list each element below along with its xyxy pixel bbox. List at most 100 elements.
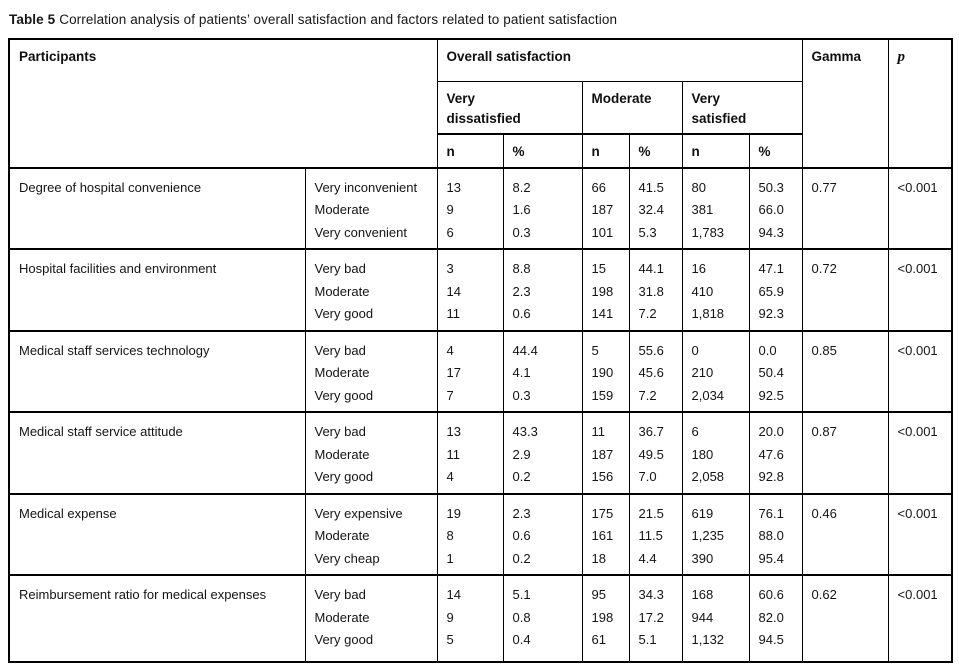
p-cell: <0.001: [887, 493, 953, 576]
table-caption: Table 5 Correlation analysis of patients’…: [9, 11, 951, 29]
value: 0: [691, 342, 699, 358]
value-cell: 55.6 45.6 7.2: [628, 330, 683, 413]
header-group-very-satisfied: Very satisfied: [681, 80, 803, 135]
factor-cell: Medical expense: [8, 493, 306, 576]
value: 0.0: [758, 342, 777, 358]
value: 2,034: [691, 387, 725, 403]
table-row: Hospital facilities and environment Very …: [8, 248, 953, 332]
value: 198: [591, 283, 614, 299]
value: 11.5: [638, 528, 663, 543]
p-cell: <0.001: [887, 330, 953, 413]
value: 187: [591, 202, 614, 217]
gamma-value: 0.62: [811, 587, 837, 602]
level-label: Moderate: [314, 283, 370, 299]
level-label: Very bad: [314, 261, 366, 276]
factor-label: Medical staff service attitude: [19, 424, 183, 439]
factor-label: Degree of hospital convenience: [19, 179, 202, 195]
value: 65.9: [758, 283, 784, 299]
value: 80: [691, 179, 706, 195]
gamma-cell: 0.72: [801, 248, 889, 332]
value: 66: [591, 179, 606, 195]
level-label: Very expensive: [314, 505, 403, 521]
value-cell: 44.1 31.8 7.2: [628, 248, 683, 332]
value: 50.3: [758, 179, 784, 195]
factor-cell: Medical staff service attitude: [8, 411, 306, 495]
value: 82.0: [758, 609, 784, 625]
level-cell: Very bad Moderate Very good: [304, 330, 438, 413]
level-cell: Very bad Moderate Very good: [304, 574, 438, 663]
value: 17: [446, 365, 461, 380]
value-cell: 175 161 18: [581, 493, 630, 576]
value: 0.4: [512, 632, 531, 647]
value: 4.4: [638, 550, 657, 566]
value: 9: [446, 609, 454, 625]
value: 49.5: [638, 446, 664, 462]
level-label: Very good: [314, 469, 374, 484]
value-cell: 5 190 159: [581, 330, 630, 413]
value: 7.2: [638, 306, 657, 321]
p-cell: <0.001: [887, 411, 953, 495]
level-cell: Very bad Moderate Very good: [304, 248, 438, 332]
value: 61: [591, 632, 606, 647]
factor-cell: Medical staff services technology: [8, 330, 306, 413]
value: 1,132: [691, 632, 725, 647]
value-cell: 21.5 11.5 4.4: [628, 493, 683, 576]
p-value: <0.001: [897, 261, 938, 276]
table-caption-text: Correlation analysis of patients’ overal…: [59, 12, 618, 27]
value: 2.3: [512, 283, 531, 299]
gamma-cell: 0.87: [801, 411, 889, 495]
table-row: Medical staff service attitude Very bad Mo…: [8, 411, 953, 495]
value: 7: [446, 387, 454, 403]
value: 198: [591, 609, 614, 625]
level-label: Very good: [314, 306, 374, 321]
value-cell: 4 17 7: [436, 330, 504, 413]
value: 44.4: [512, 342, 538, 358]
value-cell: 95 198 61: [581, 574, 630, 663]
level-cell: Very bad Moderate Very good: [304, 411, 438, 495]
value: 161: [591, 528, 614, 543]
gamma-value: 0.72: [811, 261, 837, 276]
value: 187: [591, 446, 614, 462]
value: 36.7: [638, 424, 664, 439]
value: 66.0: [758, 202, 784, 217]
header-overall-satisfaction: Overall satisfaction: [436, 38, 803, 82]
value-cell: 13 11 4: [436, 411, 504, 495]
header-row-3: n % n % n %: [9, 133, 952, 169]
value: 5: [591, 342, 599, 358]
level-label: Moderate: [314, 446, 370, 462]
value: 88.0: [758, 528, 784, 543]
value: 18: [591, 550, 606, 566]
value: 94.3: [758, 224, 784, 240]
value-cell: 619 1,235 390: [681, 493, 750, 576]
header-percent: %: [502, 133, 583, 169]
value: 1.6: [512, 202, 531, 217]
value-cell: 76.1 88.0 95.4: [748, 493, 803, 576]
value-cell: 8.8 2.3 0.6: [502, 248, 583, 332]
value: 50.4: [758, 365, 784, 380]
header-p: p: [887, 38, 953, 169]
value: 168: [691, 587, 714, 602]
value-cell: 16 410 1,818: [681, 248, 750, 332]
value-cell: 3 14 11: [436, 248, 504, 332]
value: 7.0: [638, 469, 657, 484]
value: 11: [591, 424, 606, 439]
factor-label: Medical staff services technology: [19, 342, 210, 358]
value: 2,058: [691, 469, 725, 484]
level-label: Moderate: [314, 609, 370, 625]
value-cell: 80 381 1,783: [681, 167, 750, 250]
value: 44.1: [638, 261, 664, 276]
level-label: Very bad: [314, 342, 366, 358]
value: 47.6: [758, 446, 784, 462]
value: 13: [446, 424, 461, 439]
level-cell: Very expensive Moderate Very cheap: [304, 493, 438, 576]
gamma-value: 0.46: [811, 505, 837, 521]
value: 0.2: [512, 469, 531, 484]
gamma-cell: 0.85: [801, 330, 889, 413]
value: 0.6: [512, 306, 531, 321]
value: 0.3: [512, 387, 531, 403]
gamma-cell: 0.77: [801, 167, 889, 250]
value: 141: [591, 306, 614, 321]
value-cell: 19 8 1: [436, 493, 504, 576]
value-cell: 6 180 2,058: [681, 411, 750, 495]
value: 41.5: [638, 179, 664, 195]
